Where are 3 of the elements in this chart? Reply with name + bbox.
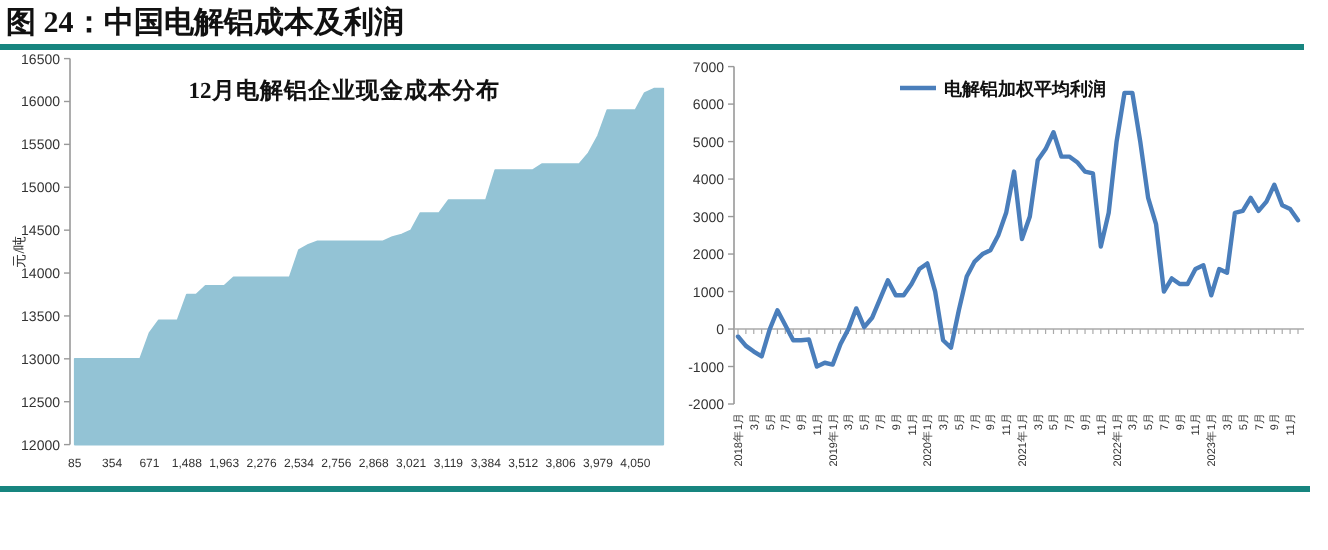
caption: 图 24：中国电解铝成本及利润	[6, 4, 404, 40]
text: 12月电解铝企业现金成本分布	[188, 76, 500, 104]
legend-label: 电解铝加权平均利润	[944, 79, 1106, 99]
